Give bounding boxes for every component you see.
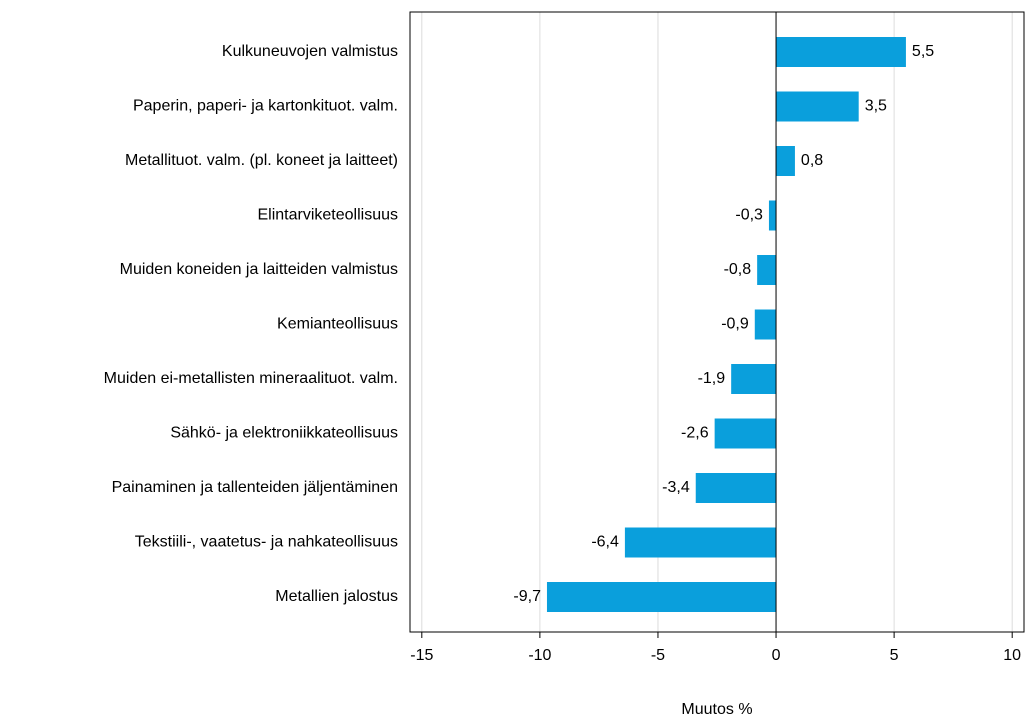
x-tick-label: -10 xyxy=(528,647,551,664)
y-tick-label: Paperin, paperi- ja kartonkituot. valm. xyxy=(133,98,398,115)
plot-frame xyxy=(409,11,1025,633)
bar xyxy=(714,418,777,449)
y-tick-label: Tekstiili-, vaatetus- ja nahkateollisuus xyxy=(135,534,398,551)
y-tick-label: Painaminen ja tallenteiden jäljentäminen xyxy=(112,479,398,496)
x-tick-label: -15 xyxy=(410,647,433,664)
data-label: 0,8 xyxy=(801,152,823,169)
data-label: 5,5 xyxy=(912,43,934,60)
x-axis-label: Muutos % xyxy=(681,701,752,718)
bar xyxy=(757,255,777,285)
bar xyxy=(776,146,795,176)
x-tick-label: -5 xyxy=(651,647,665,664)
y-tick-label: Kemianteollisuus xyxy=(277,316,398,333)
bar xyxy=(731,364,777,394)
x-tick-label: 10 xyxy=(1003,647,1021,664)
bar xyxy=(776,37,906,67)
y-tick-label: Elintarviketeollisuus xyxy=(257,207,398,224)
bar xyxy=(624,527,777,558)
data-label: -0,9 xyxy=(721,316,749,333)
data-label: -0,3 xyxy=(735,207,763,224)
data-label: -1,9 xyxy=(698,370,726,387)
y-tick-label: Metallituot. valm. (pl. koneet ja laitte… xyxy=(125,152,398,169)
bar xyxy=(768,200,777,231)
data-label: -0,8 xyxy=(724,261,752,278)
x-tick-label: 0 xyxy=(772,647,781,664)
data-label: -9,7 xyxy=(513,588,541,605)
data-label: -3,4 xyxy=(662,479,690,496)
bar xyxy=(695,473,777,503)
y-tick-label: Muiden koneiden ja laitteiden valmistus xyxy=(120,261,398,278)
data-label: -6,4 xyxy=(591,534,619,551)
bar xyxy=(776,91,859,122)
y-tick-label: Metallien jalostus xyxy=(275,588,398,605)
y-tick-label: Sähkö- ja elektroniikkateollisuus xyxy=(170,425,398,442)
bar xyxy=(754,309,777,340)
y-tick-label: Kulkuneuvojen valmistus xyxy=(222,43,398,60)
data-label: -2,6 xyxy=(681,425,709,442)
bar xyxy=(546,582,777,612)
data-label: 3,5 xyxy=(865,98,887,115)
x-tick-label: 5 xyxy=(890,647,899,664)
y-tick-label: Muiden ei-metallisten mineraalituot. val… xyxy=(104,370,398,387)
